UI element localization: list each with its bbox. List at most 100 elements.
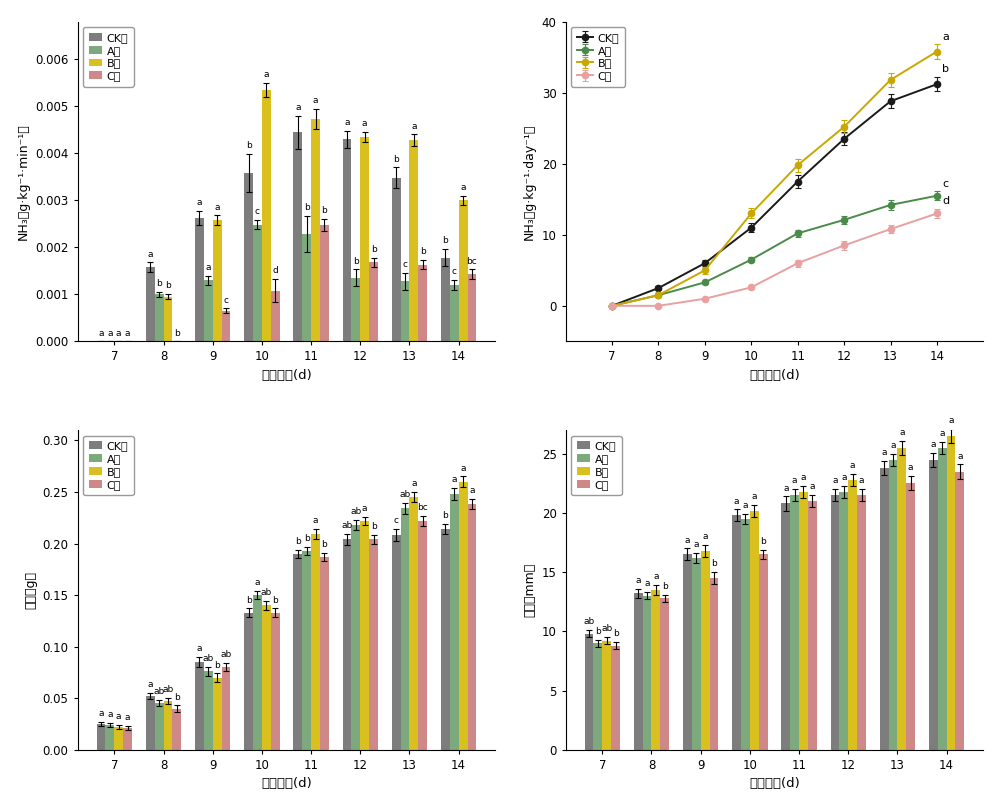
Text: a: a: [635, 576, 641, 585]
X-axis label: 幼虫日龄(d): 幼虫日龄(d): [261, 777, 312, 790]
Bar: [351, 525, 360, 750]
Bar: [857, 495, 866, 750]
Text: b: b: [272, 596, 278, 604]
Bar: [392, 535, 401, 750]
Text: a: a: [362, 504, 367, 513]
Bar: [906, 483, 915, 750]
Bar: [710, 578, 718, 750]
Bar: [343, 139, 351, 341]
Text: a: a: [98, 709, 104, 718]
Text: a: a: [451, 475, 457, 484]
Text: d: d: [942, 196, 950, 207]
Bar: [213, 678, 222, 750]
Text: a: a: [685, 536, 690, 545]
Text: a: a: [460, 464, 466, 473]
Text: a: a: [255, 578, 260, 587]
Text: b: b: [711, 559, 717, 568]
Text: a: a: [841, 473, 847, 482]
Bar: [262, 90, 271, 341]
Bar: [351, 278, 360, 341]
Text: b: b: [420, 247, 426, 256]
Text: a: a: [313, 516, 318, 525]
Bar: [114, 727, 123, 750]
Bar: [889, 460, 897, 750]
Bar: [897, 448, 906, 750]
Text: a: a: [469, 487, 475, 495]
Bar: [611, 646, 620, 750]
Bar: [759, 554, 768, 750]
Text: b: b: [760, 537, 766, 546]
Text: d: d: [272, 266, 278, 275]
Text: a: a: [734, 496, 739, 505]
Bar: [146, 696, 155, 750]
Bar: [938, 448, 947, 750]
Text: b: b: [165, 282, 171, 291]
Text: a: a: [295, 102, 301, 112]
Text: b: b: [353, 257, 359, 266]
Bar: [123, 728, 132, 750]
Bar: [450, 494, 459, 750]
Bar: [947, 436, 955, 750]
Text: a: a: [125, 713, 130, 722]
Text: a: a: [832, 476, 838, 486]
Bar: [369, 539, 378, 750]
Bar: [929, 460, 938, 750]
Bar: [409, 140, 418, 341]
Bar: [643, 596, 651, 750]
Text: a: a: [411, 122, 417, 131]
Bar: [320, 557, 329, 750]
Text: a: a: [931, 440, 936, 449]
Text: a: a: [810, 483, 815, 491]
Bar: [320, 225, 329, 341]
Bar: [204, 671, 213, 750]
Text: a: a: [107, 328, 113, 337]
Bar: [450, 285, 459, 341]
Bar: [343, 539, 351, 750]
Bar: [105, 725, 114, 750]
Text: a: a: [694, 541, 699, 550]
Text: a: a: [98, 328, 104, 337]
Bar: [164, 297, 172, 341]
X-axis label: 幼虫日龄(d): 幼虫日龄(d): [749, 369, 800, 382]
Legend: CK组, A组, B组, C组: CK组, A组, B组, C组: [83, 436, 134, 495]
Bar: [97, 724, 105, 750]
Bar: [418, 265, 427, 341]
Bar: [204, 280, 213, 341]
Text: a: a: [107, 710, 113, 719]
Text: a: a: [206, 263, 211, 272]
Bar: [441, 257, 450, 341]
Text: b: b: [246, 596, 251, 604]
Text: a: a: [859, 476, 864, 486]
Bar: [369, 262, 378, 341]
Bar: [409, 497, 418, 750]
Text: ab: ab: [399, 491, 411, 500]
Bar: [848, 480, 857, 750]
Bar: [311, 119, 320, 341]
Bar: [831, 495, 839, 750]
Text: ab: ab: [261, 588, 272, 597]
Text: c: c: [942, 178, 949, 189]
Bar: [701, 551, 710, 750]
Text: a: a: [939, 429, 945, 438]
Text: b: b: [613, 629, 618, 638]
Text: a: a: [850, 461, 855, 470]
Bar: [401, 281, 409, 341]
X-axis label: 幼虫日龄(d): 幼虫日龄(d): [749, 777, 800, 790]
Text: b: b: [443, 511, 448, 520]
Bar: [195, 662, 204, 750]
Text: a: a: [125, 328, 130, 337]
Bar: [593, 643, 602, 750]
Text: ab: ab: [153, 688, 165, 696]
Bar: [360, 137, 369, 341]
Legend: CK组, A组, B组, C组: CK组, A组, B组, C组: [571, 27, 625, 86]
Text: a: a: [116, 328, 121, 337]
Text: a: a: [801, 473, 806, 482]
Bar: [293, 554, 302, 750]
Bar: [262, 605, 271, 750]
Bar: [781, 504, 790, 750]
Bar: [244, 613, 253, 750]
Bar: [253, 595, 262, 750]
Text: a: a: [890, 441, 896, 450]
Bar: [213, 220, 222, 341]
Bar: [692, 558, 701, 750]
